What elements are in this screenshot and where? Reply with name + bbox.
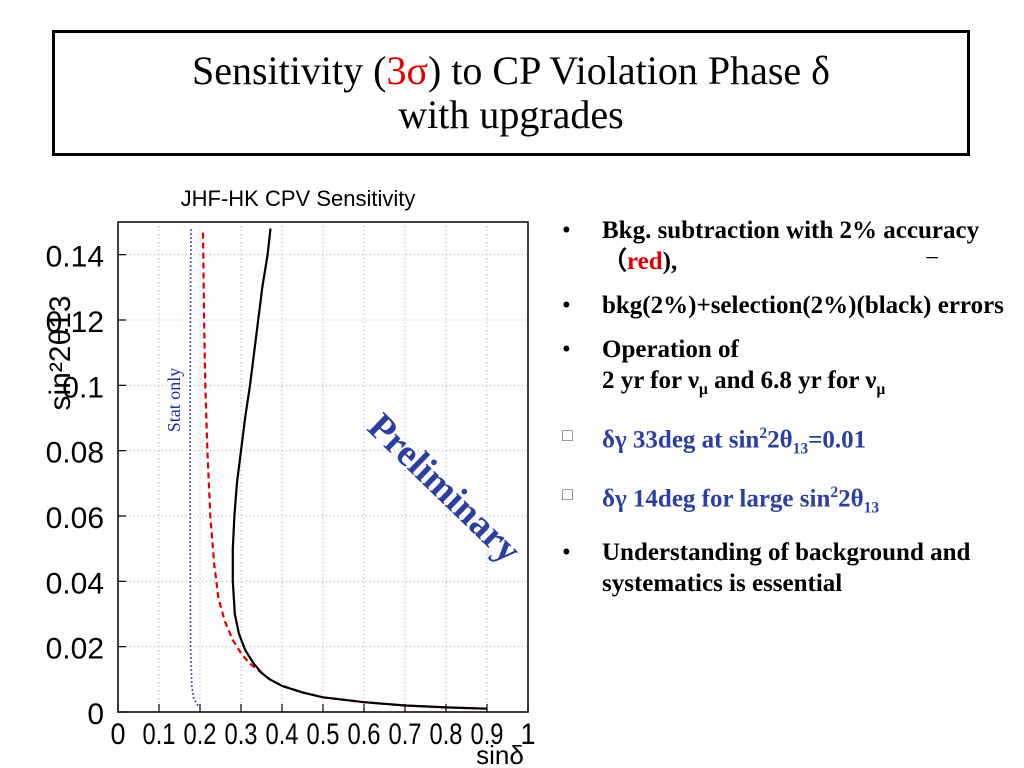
x-tick-label: 0.4 [266,718,299,751]
stat-only-annotation: Stat only [164,368,184,433]
y-tick-label: 0.06 [46,502,104,535]
series-line-1 [201,228,488,710]
y-tick-label: 0.12 [46,306,104,339]
x-tick-label: 1 [521,718,536,751]
title-box: Sensitivity (3σ) to CP Violation Phase δ… [52,30,970,156]
x-tick-label: 0.5 [307,718,340,751]
x-tick-label: 0.6 [348,718,381,751]
chart-grid [118,222,528,712]
bullet-bkg-subtraction: • Bkg. subtraction with 2% accuracy（red)… [562,217,980,275]
preliminary-watermark: Preliminary [359,405,529,571]
bullet-operation: • Operation of 2 yr for νμ and 6.8 yr fo… [562,336,886,398]
bullet-mark: • [562,538,571,566]
y-tick-label: 0.02 [46,633,104,666]
x-tick-label: 0.1 [143,718,176,751]
three-sigma: 3σ [386,48,428,93]
y-axis-label: sin²2θ13 [44,295,77,410]
chart-series [189,228,488,710]
y-tick-label: 0.1 [62,371,104,404]
cpv-sensitivity-chart: JHF-HK CPV Sensitivity 0 0.02 0.04 0.06 0.08… [44,186,536,768]
x-tick-label: 0.3 [225,718,258,751]
bullet-mark: • [562,292,571,319]
chart-title: JHF-HK CPV Sensitivity [181,186,416,211]
bullet-mark: • [562,336,571,363]
x-tick-label: 0.7 [389,718,422,751]
bullet-33deg: □ δγ 33deg at sin22θ13=0.01 [560,418,1020,464]
slide-title-line2: with upgrades [398,92,624,137]
dash-mark: − [925,245,940,272]
y-tick-labels: 0 0.02 0.04 0.06 0.08 0.1 0.12 0.14 [46,241,126,731]
y-tick-label: 0.14 [46,241,104,274]
bullet-list: • Bkg. subtraction with 2% accuracy（red)… [560,215,1020,612]
x-axis-label: sinδ [476,740,524,768]
y-tick-label: 0 [87,698,104,731]
x-tick-label: 0 [111,718,126,751]
x-tick-label: 0.9 [471,718,504,751]
y-tick-label: 0.04 [46,567,104,600]
bullet-understanding: • Understanding of background and system… [562,538,971,597]
bullet-14deg: □ δγ 14deg for large sin22θ13 [560,477,1020,523]
x-tick-labels: 0 0.1 0.2 0.3 0.4 0.5 0.6 0.7 0.8 0.9 1 [111,704,536,751]
series-line-2 [231,228,488,710]
x-tick-label: 0.8 [430,718,463,751]
red-label: red [627,248,663,275]
x-tick-label: 0.2 [184,718,217,751]
y-tick-label: 0.08 [46,437,104,470]
box-mark: □ [562,425,573,445]
slide-title-line1: Sensitivity (3σ) to CP Violation Phase δ [191,48,831,93]
bullet-mark: • [562,217,571,244]
box-mark: □ [562,484,573,505]
bullet-selection-errors: • bkg(2%)+selection(2%)(black) errors [562,292,1004,319]
series-line-0 [189,228,199,706]
